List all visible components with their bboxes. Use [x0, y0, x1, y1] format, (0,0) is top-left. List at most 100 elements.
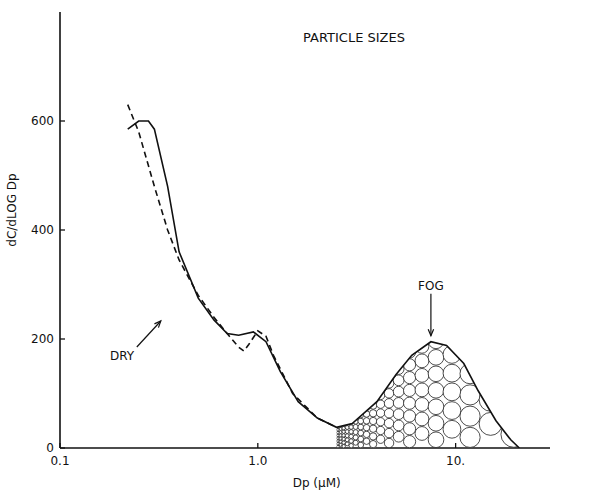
fog-droplet: [393, 161, 404, 172]
fog-droplet: [349, 230, 353, 234]
fog-droplet: [345, 45, 349, 49]
fog-droplet: [353, 372, 358, 377]
fog-droplet: [393, 82, 404, 93]
fog-droplet: [337, 403, 340, 406]
fog-droplet: [353, 308, 358, 313]
fog-droplet: [460, 24, 480, 44]
fog-droplet: [376, 50, 384, 58]
fog-droplet: [349, 49, 353, 53]
fog-droplet: [363, 146, 369, 152]
fog-droplet: [342, 44, 345, 47]
fog-droplet: [349, 137, 353, 141]
fog-droplet: [342, 62, 345, 65]
fog-droplet: [339, 237, 342, 240]
fog-droplet: [358, 191, 364, 197]
fog-droplet: [384, 399, 393, 408]
fog-droplet: [363, 17, 369, 23]
fog-droplet: [349, 146, 353, 150]
fog-droplet: [342, 333, 345, 336]
fog-droplet: [339, 208, 342, 211]
fog-droplet: [339, 275, 342, 278]
fog-droplet: [358, 245, 364, 251]
fog-droplet: [384, 200, 393, 209]
fog-droplet: [358, 442, 364, 448]
fog-droplet: [345, 274, 349, 278]
fog-droplet: [342, 203, 345, 206]
fog-droplet: [345, 98, 349, 102]
fog-droplet: [363, 214, 369, 220]
fog-droplet: [339, 269, 342, 272]
fog-droplet: [342, 224, 345, 227]
fog-droplet: [337, 98, 340, 101]
fog-droplet: [358, 173, 364, 179]
fog-droplet: [353, 182, 358, 187]
fog-droplet: [342, 210, 345, 213]
fog-droplet: [369, 263, 376, 270]
fog-droplet: [345, 123, 349, 127]
fog-droplet: [342, 419, 345, 422]
fog-droplet: [349, 327, 353, 331]
fog-droplet: [342, 343, 345, 346]
fog-droplet: [428, 201, 444, 217]
fog-droplet: [353, 440, 358, 445]
fog-droplet: [337, 151, 340, 154]
fog-droplet: [349, 225, 353, 229]
fog-droplet: [342, 123, 345, 126]
fog-droplet: [337, 162, 340, 165]
fog-droplet: [342, 214, 345, 217]
fog-droplet: [479, 27, 502, 50]
fog-droplet: [339, 313, 342, 316]
fog-droplet: [403, 141, 415, 153]
fog-droplet: [342, 178, 345, 181]
fog-droplet: [526, 247, 550, 276]
fog-droplet: [353, 271, 358, 276]
fog-droplet: [353, 240, 358, 245]
fog-droplet: [337, 244, 340, 247]
fog-droplet: [342, 66, 345, 69]
fog-droplet: [358, 304, 364, 310]
fog-droplet: [349, 174, 353, 178]
fog-droplet: [337, 258, 340, 261]
fog-droplet: [345, 250, 349, 254]
fog-droplet: [339, 323, 342, 326]
fog-droplet: [358, 215, 364, 221]
fog-droplet: [369, 340, 376, 347]
fog-droplet: [363, 282, 369, 288]
fog-droplet: [339, 335, 342, 338]
fog-droplet: [339, 392, 342, 395]
fog-droplet: [342, 91, 345, 94]
fog-droplet: [345, 168, 349, 172]
dry-arrow-head: [154, 321, 160, 328]
fog-droplet: [337, 423, 340, 426]
fog-droplet: [345, 364, 349, 368]
fog-droplet: [369, 225, 376, 232]
fog-droplet: [349, 86, 353, 90]
fog-droplet: [384, 220, 393, 229]
fog-droplet: [349, 206, 353, 210]
fog-droplet: [358, 71, 364, 77]
fog-droplet: [339, 319, 342, 322]
fog-droplet: [337, 81, 340, 84]
fog-droplet: [349, 374, 353, 378]
fog-droplet: [526, 340, 550, 369]
fog-droplet: [349, 100, 353, 104]
fog-droplet: [363, 173, 369, 179]
fog-droplet: [342, 318, 345, 321]
fog-droplet: [337, 70, 340, 73]
x-tick: [455, 443, 456, 448]
fog-droplet: [526, 61, 550, 90]
x-tick: [257, 443, 258, 448]
fog-droplet: [358, 376, 364, 382]
fog-droplet: [376, 94, 384, 102]
fog-droplet: [337, 370, 340, 373]
fog-droplet: [393, 14, 404, 25]
fog-droplet: [384, 230, 393, 239]
fog-droplet: [342, 80, 345, 83]
fog-droplet: [479, 196, 502, 219]
fog-droplet: [384, 150, 393, 159]
fog-droplet: [337, 17, 340, 20]
fog-droplet: [353, 293, 358, 298]
fog-droplet: [342, 412, 345, 415]
fog-droplet: [342, 19, 345, 22]
fog-droplet: [337, 356, 340, 359]
